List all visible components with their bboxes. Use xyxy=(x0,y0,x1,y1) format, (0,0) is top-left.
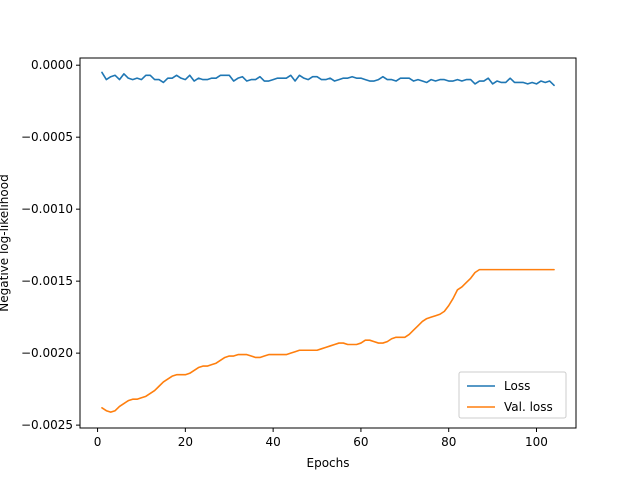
y-tick-label: −0.0005 xyxy=(21,130,73,144)
x-axis: 0 20 40 60 80 100 xyxy=(94,428,548,449)
x-tick-label: 40 xyxy=(265,435,280,449)
series-line-loss xyxy=(101,71,555,87)
legend-label: Val. loss xyxy=(504,400,553,414)
legend-label: Loss xyxy=(504,379,530,393)
y-tick-label: 0.0000 xyxy=(31,58,73,72)
y-tick-label: −0.0020 xyxy=(21,346,73,360)
x-tick-label: 100 xyxy=(525,435,548,449)
series-layer xyxy=(101,71,555,413)
x-tick-label: 60 xyxy=(353,435,368,449)
x-tick-label: 80 xyxy=(441,435,456,449)
x-tick-label: 0 xyxy=(94,435,102,449)
y-tick-label: −0.0010 xyxy=(21,202,73,216)
series-line-val-loss xyxy=(101,268,555,413)
y-tick-label: −0.0015 xyxy=(21,274,73,288)
x-tick-label: 20 xyxy=(178,435,193,449)
y-axis: 0.0000 −0.0005 −0.0010 −0.0015 −0.0020 −0.002… xyxy=(21,58,80,432)
x-axis-label: Epochs xyxy=(307,456,350,470)
y-tick-label: −0.0025 xyxy=(21,418,73,432)
legend: Loss Val. loss xyxy=(458,371,567,419)
axes-frame xyxy=(79,57,577,429)
y-axis-label: Negative log-likelihood xyxy=(0,174,11,311)
